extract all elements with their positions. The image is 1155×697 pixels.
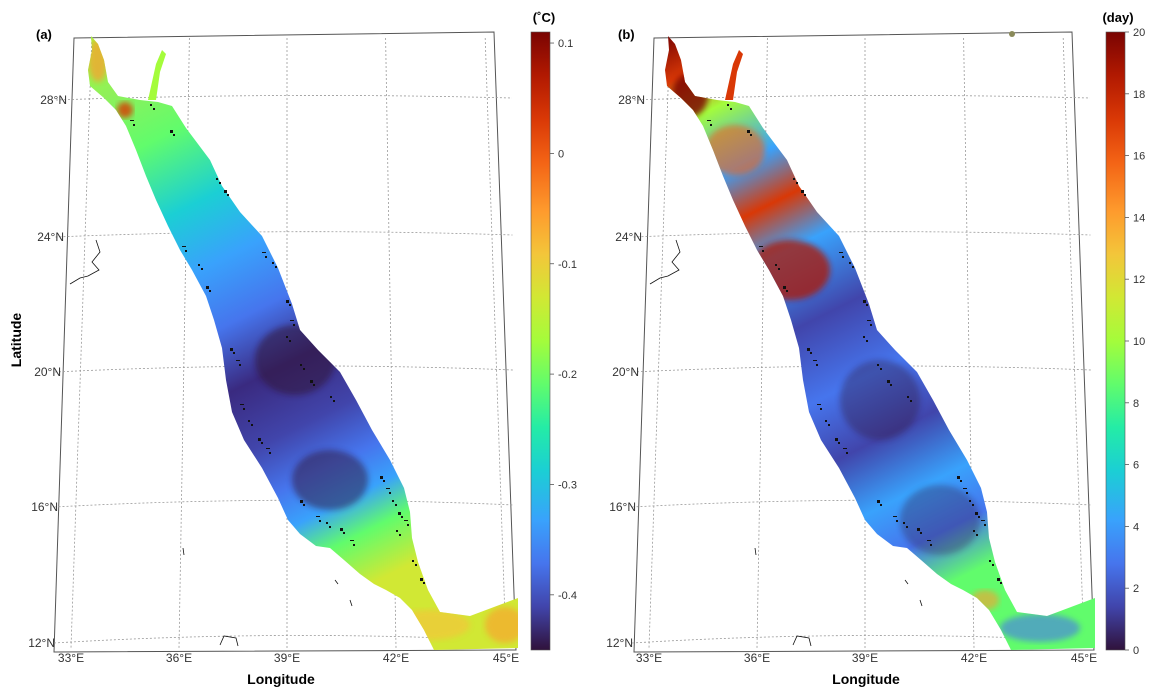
colorbar-tick-label: 14 [1133, 212, 1145, 224]
coastal-islands [130, 104, 425, 584]
colorbar-tick-label: 12 [1133, 274, 1145, 286]
longitude-tick: 42°E [383, 651, 409, 665]
gulf-of-aqaba [725, 50, 743, 100]
colorbar-ticks: 0.1 0 -0.1 -0.2 -0.3 -0.4 [550, 38, 577, 602]
latitude-tick: 24°N [615, 230, 642, 244]
panel-label: (b) [618, 27, 635, 42]
coastal-islands [707, 104, 1002, 584]
colorbar-tick-label: 4 [1133, 521, 1139, 533]
marker-dot [1009, 31, 1015, 37]
latitude-tick: 28°N [40, 93, 67, 107]
map-frame [633, 31, 1095, 653]
colorbar-tick-label: 8 [1133, 398, 1139, 410]
longitude-tick: 45°E [493, 651, 519, 665]
colorbar-tick-label: 0 [1133, 645, 1139, 657]
colorbar-tick-label: 16 [1133, 151, 1145, 163]
colorbar-tick-label: 6 [1133, 460, 1139, 472]
colorbar: (˚C) 0.1 0 -0.1 -0.2 -0.3 -0.4 [530, 10, 577, 651]
land-coastlines [69, 239, 353, 647]
colorbar-tick-label: 2 [1133, 583, 1139, 595]
gulf-of-aqaba [148, 50, 166, 100]
longitude-tick: 36°E [744, 651, 770, 665]
x-axis-title: Longitude [832, 671, 900, 687]
longitude-tick: 33°E [636, 651, 662, 665]
latitude-tick: 20°N [612, 365, 639, 379]
longitude-tick-labels: 33°E 36°E 39°E 42°E 45°E [636, 651, 1097, 665]
latitude-tick: 28°N [618, 93, 645, 107]
latitude-tick: 24°N [37, 230, 64, 244]
colorbar-unit: (˚C) [533, 10, 555, 25]
longitude-tick: 39°E [852, 651, 878, 665]
colorbar-tick-label: 0 [558, 148, 564, 160]
red-sea-field [665, 36, 1095, 650]
longitude-tick: 36°E [166, 651, 192, 665]
colorbar-unit: (day) [1102, 10, 1133, 25]
latitude-tick: 16°N [609, 500, 636, 514]
colorbar-gradient [1105, 31, 1126, 651]
panel-b-duration-map: (b) 28°N 24°N 20°N 16°N 12°N 33°E 36°E 39°E 42°… [606, 10, 1145, 687]
land-coastlines [649, 239, 923, 647]
colorbar-tick-label: 10 [1133, 336, 1145, 348]
y-axis-title: Latitude [8, 313, 24, 368]
latitude-tick: 16°N [31, 500, 58, 514]
panel-a-sst-map: (a) 28°N 24°N 20°N 16°N 12°N 33°E 36°E 39°E 42°… [8, 10, 577, 687]
longitude-tick: 39°E [274, 651, 300, 665]
x-axis-title: Longitude [247, 671, 315, 687]
latitude-tick-labels: 28°N 24°N 20°N 16°N 12°N [606, 93, 645, 650]
colorbar-tick-label: -0.4 [558, 590, 577, 602]
colorbar-gradient [530, 31, 551, 651]
colorbar-tick-label: -0.3 [558, 479, 577, 491]
longitude-tick: 33°E [58, 651, 84, 665]
panel-label: (a) [36, 27, 52, 42]
colorbar-tick-label: -0.1 [558, 259, 577, 271]
latitude-tick: 12°N [606, 636, 633, 650]
colorbar-tick-label: 0.1 [558, 38, 573, 50]
longitude-tick-labels: 33°E 36°E 39°E 42°E 45°E [58, 651, 519, 665]
longitude-tick: 42°E [961, 651, 987, 665]
colorbar-tick-label: 18 [1133, 89, 1145, 101]
colorbar-tick-label: -0.2 [558, 369, 577, 381]
latitude-tick: 20°N [34, 365, 61, 379]
map-frame [53, 31, 517, 653]
longitude-tick: 45°E [1071, 651, 1097, 665]
latitude-tick: 12°N [28, 636, 55, 650]
latitude-tick-labels: 28°N 24°N 20°N 16°N 12°N [28, 93, 67, 650]
sea-surface-field [88, 36, 518, 650]
sea-surface-field [665, 36, 1095, 650]
field-variations [672, 73, 1080, 642]
colorbar-tick-label: 20 [1133, 27, 1145, 39]
